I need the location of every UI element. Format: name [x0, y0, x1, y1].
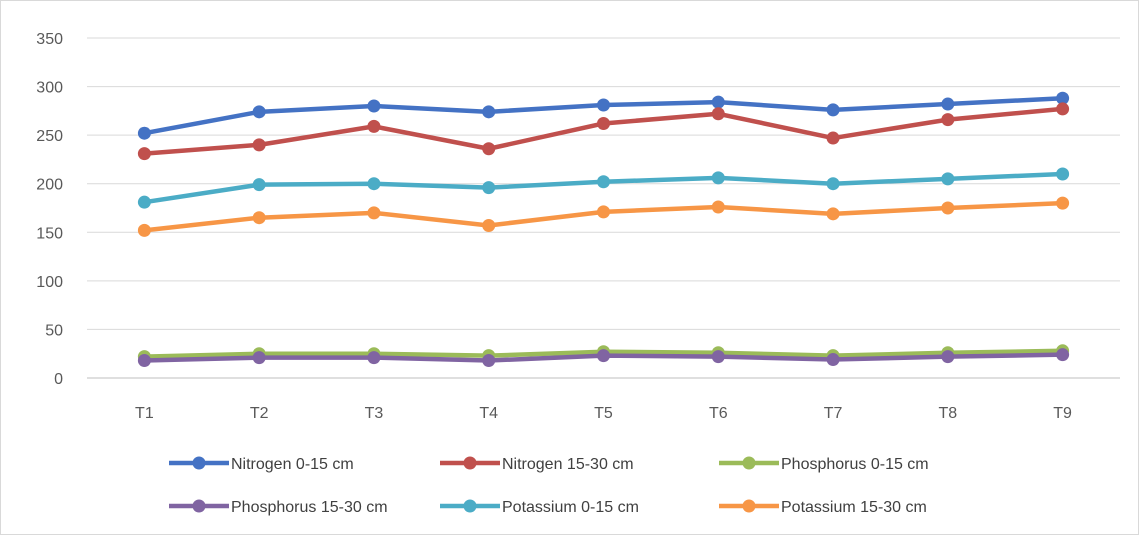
- data-point: [367, 177, 381, 191]
- x-tick-label: T7: [824, 405, 843, 422]
- data-point: [1056, 91, 1070, 105]
- legend-swatch-marker: [192, 456, 206, 470]
- series-phosphorus-15-30-cm: [137, 348, 1070, 368]
- legend-item: Nitrogen 0-15 cm: [169, 456, 354, 473]
- data-point: [941, 172, 955, 186]
- legend-item: Nitrogen 15-30 cm: [440, 456, 634, 473]
- x-axis-ticks: T1 T2 T3 T4 T5 T6 T7 T8 T9: [135, 405, 1072, 422]
- series-nitrogen-15-30-cm: [137, 102, 1070, 161]
- data-point: [826, 131, 840, 145]
- data-point: [941, 201, 955, 215]
- data-point: [597, 205, 610, 219]
- x-tick-label: T4: [479, 405, 498, 422]
- series-lines: [137, 91, 1070, 368]
- data-point: [367, 351, 381, 365]
- legend-swatch-marker: [192, 499, 206, 513]
- y-tick-label: 0: [54, 371, 63, 388]
- legend-label: Potassium 0-15 cm: [502, 499, 639, 516]
- data-point: [137, 223, 151, 237]
- data-point: [826, 177, 840, 191]
- data-point: [137, 195, 151, 209]
- y-tick-label: 150: [36, 225, 63, 242]
- legend-label: Phosphorus 0-15 cm: [781, 456, 929, 473]
- data-point: [711, 350, 725, 364]
- legend-label: Nitrogen 0-15 cm: [231, 456, 354, 473]
- y-tick-label: 50: [45, 322, 63, 339]
- series-potassium-15-30-cm: [137, 196, 1070, 237]
- data-point: [597, 349, 610, 363]
- series-nitrogen-0-15-cm: [137, 91, 1070, 140]
- data-point: [826, 353, 840, 367]
- data-point: [252, 138, 266, 152]
- legend-label: Potassium 15-30 cm: [781, 499, 927, 516]
- y-tick-label: 300: [36, 80, 63, 97]
- series-potassium-0-15-cm: [137, 167, 1070, 209]
- y-tick-label: 250: [36, 128, 63, 145]
- series-line: [142, 106, 1065, 156]
- x-tick-label: T1: [135, 405, 154, 422]
- data-point: [597, 175, 610, 189]
- data-point: [252, 351, 266, 365]
- legend: Nitrogen 0-15 cm Nitrogen 15-30 cm Phospho…: [169, 456, 929, 516]
- y-tick-label: 200: [36, 177, 63, 194]
- data-point: [482, 218, 496, 232]
- legend-swatch-marker: [463, 456, 477, 470]
- x-tick-label: T9: [1053, 405, 1072, 422]
- x-tick-label: T6: [709, 405, 728, 422]
- data-point: [1056, 196, 1070, 210]
- data-point: [941, 350, 955, 364]
- data-point: [252, 105, 266, 119]
- data-point: [1056, 167, 1070, 181]
- legend-label: Phosphorus 15-30 cm: [231, 499, 388, 516]
- legend-item: Phosphorus 0-15 cm: [719, 456, 929, 473]
- y-tick-label: 350: [36, 31, 63, 48]
- data-point: [597, 98, 610, 112]
- data-point: [1056, 348, 1070, 362]
- data-point: [482, 354, 496, 368]
- legend-swatch-marker: [742, 499, 756, 513]
- data-point: [1056, 102, 1070, 116]
- x-tick-label: T3: [365, 405, 384, 422]
- data-point: [941, 97, 955, 111]
- data-point: [367, 119, 381, 133]
- data-point: [597, 116, 610, 130]
- data-point: [482, 105, 496, 119]
- y-tick-label: 100: [36, 274, 63, 291]
- legend-item: Potassium 15-30 cm: [719, 499, 927, 516]
- data-point: [711, 107, 725, 121]
- data-point: [367, 99, 381, 113]
- data-point: [367, 206, 381, 220]
- legend-item: Phosphorus 15-30 cm: [169, 499, 388, 516]
- x-tick-label: T5: [594, 405, 613, 422]
- legend-swatch-marker: [463, 499, 477, 513]
- data-point: [137, 354, 151, 368]
- x-tick-label: T2: [250, 405, 269, 422]
- data-point: [826, 207, 840, 221]
- y-axis-ticks: 0 50 100 150 200 250 300 350: [36, 31, 63, 388]
- data-point: [482, 142, 496, 156]
- data-point: [252, 211, 266, 225]
- data-point: [941, 113, 955, 127]
- data-point: [826, 103, 840, 117]
- data-point: [137, 147, 151, 161]
- data-point: [711, 95, 725, 109]
- data-point: [711, 171, 725, 185]
- data-point: [711, 200, 725, 214]
- legend-swatch-marker: [742, 456, 756, 470]
- legend-item: Potassium 0-15 cm: [440, 499, 639, 516]
- x-tick-label: T8: [938, 405, 957, 422]
- data-point: [252, 178, 266, 192]
- data-point: [137, 126, 151, 140]
- data-point: [482, 181, 496, 195]
- legend-label: Nitrogen 15-30 cm: [502, 456, 634, 473]
